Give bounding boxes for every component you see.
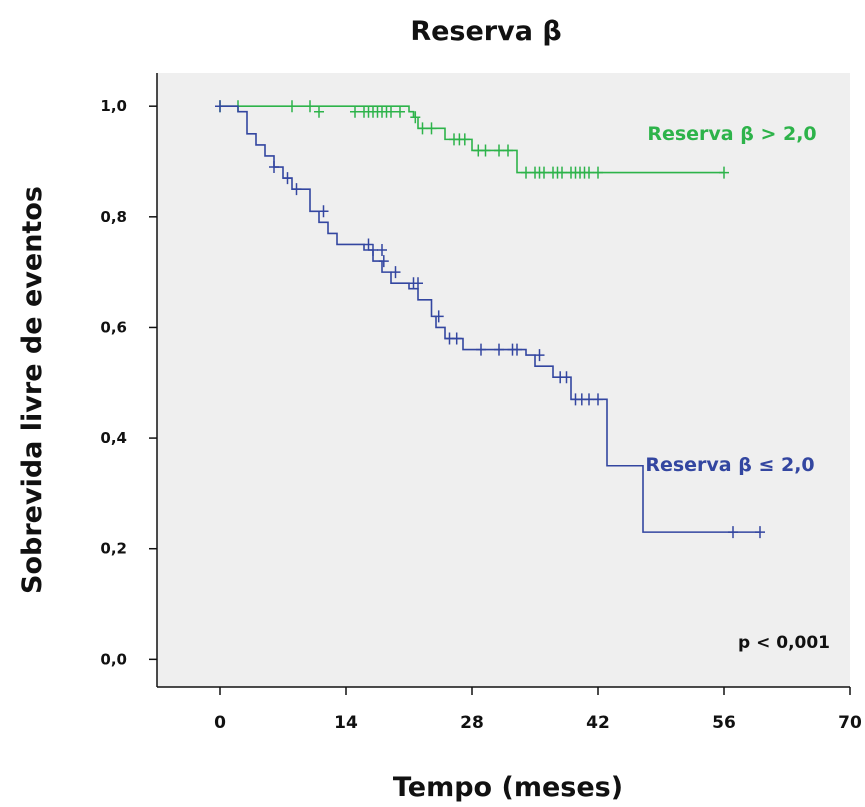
censored-mark bbox=[363, 238, 374, 251]
series-1 bbox=[215, 100, 765, 539]
censored-mark bbox=[728, 526, 738, 539]
p-value-annotation: p < 0,001 bbox=[738, 633, 830, 653]
censored-mark bbox=[480, 144, 491, 157]
survival-step-line bbox=[220, 105, 760, 533]
censored-mark bbox=[476, 343, 486, 356]
censored-mark bbox=[314, 105, 324, 118]
censored-mark bbox=[305, 100, 315, 113]
censored-mark bbox=[386, 105, 396, 118]
censored-mark bbox=[534, 349, 545, 362]
censored-mark bbox=[593, 166, 603, 179]
x-axis-title: Tempo (meses) bbox=[393, 772, 623, 803]
censored-mark bbox=[282, 172, 293, 185]
y-tick-label: 0,0 bbox=[100, 650, 127, 668]
censored-mark bbox=[521, 166, 531, 179]
censored-mark bbox=[413, 277, 423, 290]
censored-mark bbox=[318, 205, 329, 218]
censored-mark bbox=[410, 111, 421, 124]
censored-mark bbox=[269, 161, 279, 174]
y-tick-label: 0,2 bbox=[100, 540, 127, 558]
censored-mark bbox=[368, 244, 378, 257]
censored-mark bbox=[433, 310, 444, 323]
y-tick-label: 0,8 bbox=[100, 208, 127, 226]
censored-mark bbox=[417, 122, 428, 135]
x-tick-label: 70 bbox=[838, 713, 862, 733]
censored-mark bbox=[377, 244, 387, 257]
censored-mark bbox=[451, 332, 462, 345]
chart-title: Reserva β bbox=[410, 16, 561, 47]
censored-mark bbox=[390, 266, 401, 279]
censored-mark bbox=[584, 393, 594, 406]
censored-mark bbox=[512, 343, 522, 356]
censored-mark bbox=[593, 393, 603, 406]
censored-mark bbox=[350, 105, 360, 118]
censored-mark bbox=[584, 166, 594, 179]
y-axis-ticks: 0,0 0,2 0,4 0,6 0,8 1,0 bbox=[100, 97, 157, 668]
y-tick-label: 0,6 bbox=[100, 318, 127, 336]
censored-mark bbox=[503, 144, 513, 157]
series-label-high: Reserva β > 2,0 bbox=[647, 123, 816, 145]
series-0 bbox=[215, 100, 729, 179]
censored-mark bbox=[557, 166, 567, 179]
y-axis-title: Sobrevida livre de eventos bbox=[17, 186, 48, 594]
y-tick-label: 0,4 bbox=[100, 429, 127, 447]
censored-mark bbox=[378, 255, 389, 268]
censored-mark bbox=[719, 166, 729, 179]
series-layer bbox=[215, 100, 765, 539]
censored-mark bbox=[395, 105, 405, 118]
x-tick-label: 0 bbox=[214, 713, 226, 733]
x-tick-label: 56 bbox=[712, 713, 736, 733]
x-tick-label: 42 bbox=[586, 713, 610, 733]
censored-mark bbox=[561, 371, 572, 384]
censored-mark bbox=[426, 122, 437, 135]
censored-mark bbox=[755, 526, 765, 539]
censored-mark bbox=[494, 343, 504, 356]
censored-mark bbox=[215, 100, 225, 113]
censored-mark bbox=[539, 166, 549, 179]
x-axis-ticks: 0 14 28 42 56 70 bbox=[214, 687, 862, 733]
series-label-low: Reserva β ≤ 2,0 bbox=[645, 454, 814, 476]
x-tick-label: 28 bbox=[460, 713, 484, 733]
censored-mark bbox=[287, 100, 297, 113]
censored-mark bbox=[494, 144, 504, 157]
censored-mark bbox=[459, 133, 470, 146]
x-tick-label: 14 bbox=[334, 713, 358, 733]
y-tick-label: 1,0 bbox=[100, 97, 127, 115]
plot-area bbox=[157, 73, 850, 687]
censored-mark bbox=[291, 183, 302, 196]
